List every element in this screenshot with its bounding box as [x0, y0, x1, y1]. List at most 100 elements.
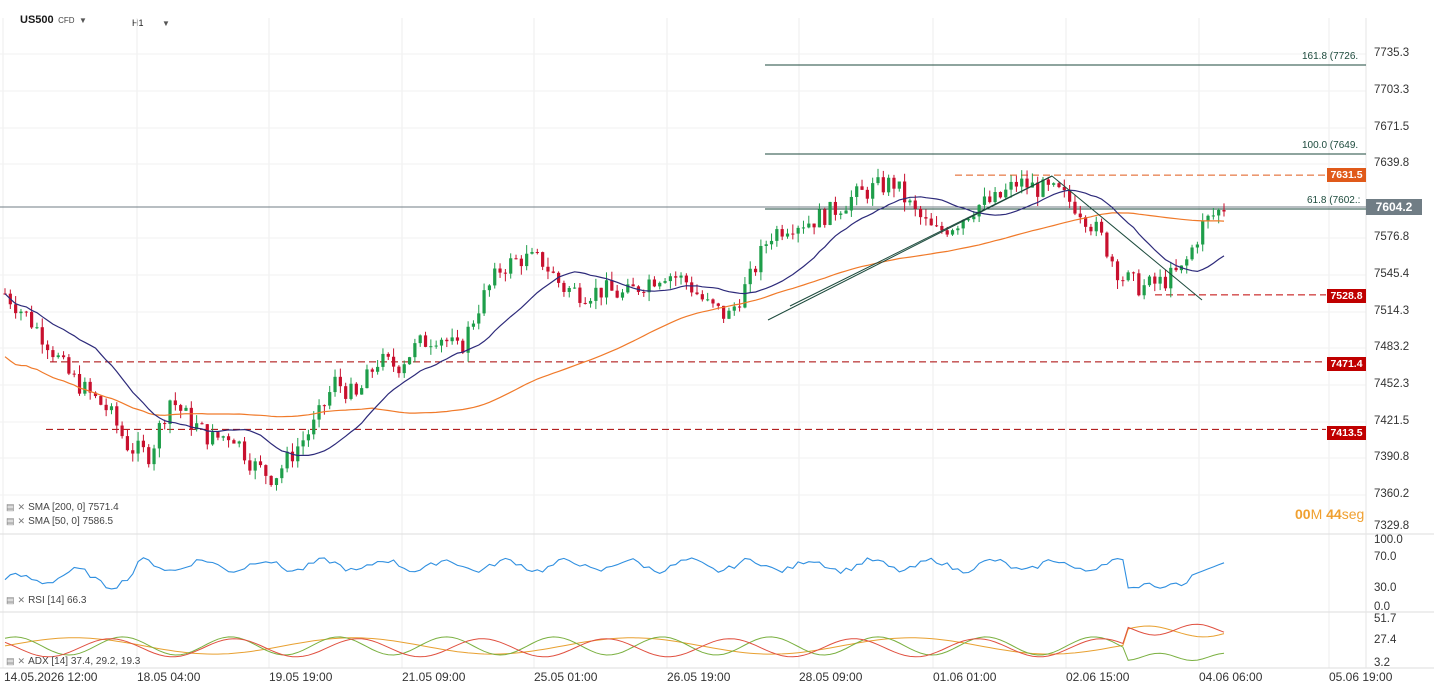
candle-body: [567, 287, 571, 292]
candle-body: [801, 227, 806, 229]
candle-body: [551, 271, 555, 273]
candle-body: [833, 201, 838, 215]
candle-body: [823, 209, 827, 225]
candle-body: [993, 192, 997, 203]
fib-label-1618: 161.8 (7726.: [1302, 51, 1359, 62]
candle-body: [583, 302, 587, 304]
rsi-tick: 100.0: [1374, 534, 1403, 546]
candle-body: [381, 353, 385, 367]
chevron-down-icon[interactable]: ▼: [161, 19, 170, 28]
candle-body: [860, 186, 864, 190]
candle-body: [711, 299, 715, 304]
candle-body: [881, 177, 885, 193]
candle-body: [530, 252, 534, 254]
candle-body: [1169, 267, 1173, 289]
settings-icon[interactable]: ▤: [6, 595, 15, 605]
sma50-legend[interactable]: ▤ ✕ SMA [50, 0] 7586.5: [6, 516, 113, 527]
candle-body: [535, 252, 539, 254]
candle-body: [333, 376, 337, 393]
candle-body: [232, 440, 236, 444]
time-tick: 19.05 19:00: [269, 670, 333, 684]
adx-legend[interactable]: ▤ ✕ ADX [14] 37.4, 29.2, 19.3: [6, 656, 140, 667]
settings-icon[interactable]: ▤: [6, 502, 15, 512]
candle-body: [1217, 209, 1221, 216]
close-icon[interactable]: ✕: [17, 656, 26, 666]
candle-body: [328, 392, 332, 406]
candle-body: [290, 451, 295, 462]
candle-body: [897, 181, 901, 189]
symbol-selector[interactable]: US500 CFD ▼: [20, 10, 87, 28]
candle-body: [200, 423, 204, 425]
candle-body: [812, 223, 816, 228]
candle-body: [519, 258, 523, 267]
candle-body: [242, 441, 247, 461]
candle-body: [1115, 261, 1120, 281]
candle-body: [817, 209, 822, 228]
candle-body: [189, 407, 193, 430]
adx-tick: 51.7: [1374, 613, 1397, 625]
candle-body: [679, 275, 683, 278]
candle-body: [737, 306, 742, 308]
timeframe-selector[interactable]: H1 ▼: [132, 13, 170, 31]
rsi-tick: 30.0: [1374, 582, 1397, 594]
trendline-down: [1051, 175, 1203, 301]
candle-body: [940, 225, 944, 231]
candle-body: [125, 436, 130, 451]
candle-body: [221, 436, 225, 438]
symbol-name: US500: [20, 14, 54, 26]
symbol-type: CFD: [58, 16, 75, 25]
time-tick: 26.05 19:00: [667, 670, 731, 684]
candle-body: [791, 233, 795, 235]
candle-body: [1201, 220, 1205, 245]
adx-line: [4, 625, 1225, 655]
candle-body: [716, 303, 720, 306]
close-icon[interactable]: ✕: [17, 502, 26, 512]
candle-body: [588, 300, 593, 304]
close-icon[interactable]: ✕: [17, 595, 26, 605]
candle-body: [248, 460, 252, 471]
candle-body: [918, 208, 923, 218]
countdown-seconds-unit: seg: [1341, 506, 1365, 522]
candle-body: [887, 177, 891, 193]
adx-tick: 3.2: [1374, 657, 1390, 669]
candle-body: [610, 280, 614, 291]
settings-icon[interactable]: ▤: [6, 516, 15, 526]
candle-body: [1105, 232, 1109, 257]
candle-body: [56, 355, 60, 358]
price-tick: 7514.3: [1374, 305, 1410, 317]
time-tick: 14.05.2026 12:00: [4, 670, 98, 684]
candle-body: [322, 405, 326, 407]
rsi-tick: 70.0: [1374, 551, 1397, 563]
sma200-line: [4, 212, 1225, 418]
candle-body: [780, 229, 784, 237]
settings-icon[interactable]: ▤: [6, 656, 15, 666]
candle-body: [961, 220, 965, 229]
chevron-down-icon[interactable]: ▼: [79, 16, 87, 25]
candle-body: [1089, 226, 1093, 232]
close-icon[interactable]: ✕: [17, 516, 26, 526]
candle-body: [620, 292, 625, 298]
candle-body: [296, 446, 300, 462]
candle-body: [152, 448, 156, 465]
candle-body: [19, 311, 23, 314]
price-tick: 7545.4: [1374, 268, 1410, 280]
candle-body: [908, 200, 912, 203]
di-plus-line: [4, 636, 1225, 662]
candle-body: [966, 219, 971, 221]
candle-body: [61, 355, 66, 358]
candle-body: [876, 177, 880, 184]
candle-body: [695, 292, 699, 295]
rsi-legend[interactable]: ▤ ✕ RSI [14] 66.3: [6, 595, 86, 606]
sma200-legend[interactable]: ▤ ✕ SMA [200, 0] 7571.4: [6, 502, 119, 513]
candle-body: [264, 465, 268, 476]
candle-body: [211, 432, 215, 445]
candle-body: [280, 468, 284, 479]
time-tick: 02.06 15:00: [1066, 670, 1130, 684]
candle-body: [647, 279, 651, 293]
candle-body: [338, 376, 342, 387]
candle-body: [402, 364, 406, 374]
candle-body: [1121, 280, 1125, 282]
candle-body: [1009, 181, 1013, 190]
candle-body: [51, 350, 55, 358]
